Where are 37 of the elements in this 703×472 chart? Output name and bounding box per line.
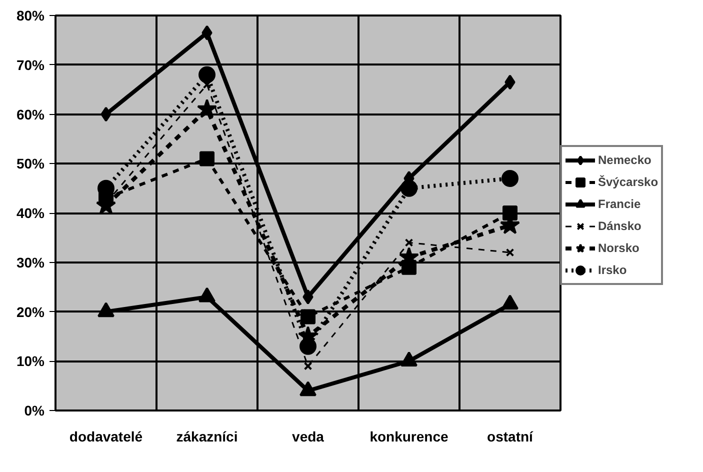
point	[506, 248, 514, 257]
point	[202, 25, 212, 40]
legend-label: Francie	[598, 197, 641, 211]
y-tick-label: 70%	[16, 56, 46, 73]
legend-label: Švýcarsko	[598, 175, 658, 189]
legend-label: Norsko	[598, 241, 640, 255]
legend-label: Dánsko	[598, 219, 642, 233]
point	[196, 98, 218, 118]
point	[300, 381, 316, 396]
point	[300, 309, 316, 324]
point	[304, 362, 312, 370]
point	[402, 260, 416, 275]
y-tick-label: 80%	[16, 8, 46, 24]
point	[198, 66, 216, 84]
legend-label: Nemecko	[598, 153, 652, 167]
point	[302, 289, 314, 304]
point	[200, 151, 214, 166]
x-tick-label: dodavatelé	[69, 428, 143, 444]
point	[400, 180, 418, 197]
y-tick-label: 50%	[16, 156, 46, 172]
y-tick-label: 40%	[16, 205, 46, 221]
y-tick-label: 30%	[16, 254, 46, 270]
point	[502, 170, 518, 187]
point	[404, 238, 414, 247]
x-tick-label: veda	[292, 428, 324, 444]
point	[100, 106, 112, 122]
x-tick-label: ostatní	[487, 428, 534, 444]
x-tick-label: konkurence	[370, 428, 449, 444]
y-tick-label: 60%	[16, 106, 46, 122]
y-tick-label: 20%	[16, 304, 46, 320]
y-tick-label: 10%	[16, 353, 46, 370]
point	[300, 338, 316, 355]
y-tick-label: 0%	[24, 402, 46, 418]
legend-label: Irsko	[598, 263, 627, 277]
x-tick-label: zákazníci	[176, 428, 238, 444]
point	[502, 206, 518, 220]
point	[504, 74, 516, 90]
